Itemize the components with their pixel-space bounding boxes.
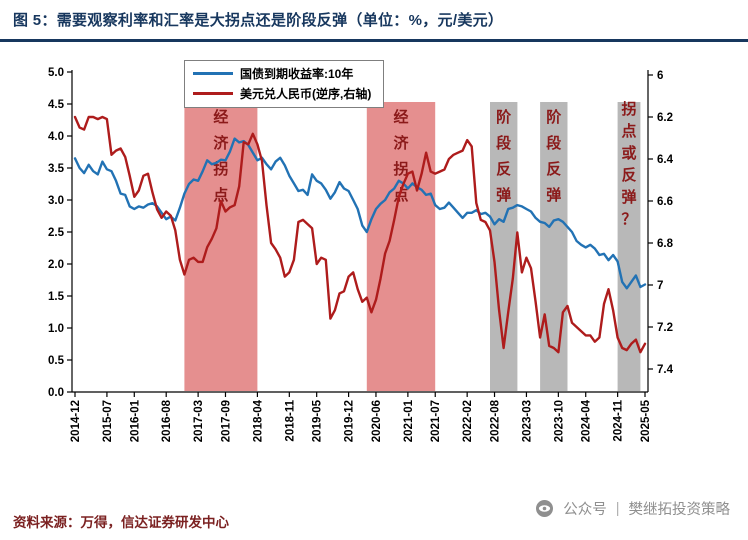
x-tick-label: 2017-03 <box>193 400 205 442</box>
left-tick-label: 5.0 <box>48 67 64 79</box>
right-tick-label: 6.6 <box>657 196 673 208</box>
left-tick-label: 4.5 <box>48 99 65 111</box>
x-tick-label: 2024-11 <box>613 399 625 441</box>
legend-line-swatch <box>193 72 233 75</box>
x-tick-label: 2021-01 <box>403 399 415 442</box>
x-tick-label: 2021-07 <box>430 400 442 442</box>
legend-item: 美元兑人民币(逆序,右轴) <box>193 85 371 102</box>
x-tick-label: 2016-01 <box>129 399 141 442</box>
right-tick-label: 6.8 <box>657 238 674 250</box>
band-label: 经济拐点 <box>213 108 229 204</box>
series-line-usdcny <box>73 115 647 354</box>
x-tick-label: 2024-04 <box>581 399 593 442</box>
right-tick-label: 7.4 <box>657 364 674 376</box>
x-tick-label: 2023-03 <box>521 400 533 442</box>
left-tick-label: 2.0 <box>48 259 64 271</box>
highlight-band <box>617 102 641 391</box>
source-note: 资料来源：万得，信达证券研发中心 <box>13 515 229 530</box>
title-divider <box>0 39 748 42</box>
x-tick-label: 2014-12 <box>70 400 82 442</box>
legend-item: 国债到期收益率:10年 <box>193 65 371 82</box>
x-tick-label: 2019-05 <box>312 399 324 442</box>
left-tick-label: 2.5 <box>48 227 65 239</box>
x-tick-label: 2025-05 <box>640 399 652 442</box>
legend-label: 美元兑人民币(逆序,右轴) <box>240 87 372 101</box>
legend-label: 国债到期收益率:10年 <box>240 67 354 81</box>
right-tick-label: 7.2 <box>657 322 673 334</box>
left-tick-label: 4.0 <box>48 131 64 143</box>
watermark-name-label: 樊继拓投资策略 <box>628 502 731 518</box>
wechat-official-account-icon <box>536 500 554 517</box>
x-tick-label: 2020-06 <box>371 400 383 442</box>
band-label: 阶段反弹 <box>496 108 512 204</box>
left-tick-label: 1.0 <box>48 323 64 335</box>
legend-line-swatch <box>193 92 233 95</box>
right-tick-label: 6.2 <box>657 112 673 124</box>
right-tick-label: 6 <box>657 70 663 82</box>
x-tick-label: 2018-11 <box>284 399 296 441</box>
band-label: 拐点或反弹？ <box>622 100 637 228</box>
left-tick-label: 3.0 <box>48 195 64 207</box>
x-tick-label: 2018-04 <box>252 399 264 442</box>
left-tick-label: 1.5 <box>48 291 65 303</box>
highlight-band <box>366 102 436 391</box>
watermark-account-label: 公众号 <box>563 502 607 518</box>
right-tick-label: 7 <box>657 280 663 292</box>
x-tick-label: 2015-07 <box>102 400 114 442</box>
band-label: 阶段反弹 <box>546 108 562 204</box>
left-tick-label: 0.0 <box>48 387 64 399</box>
x-tick-label: 2022-02 <box>462 400 474 442</box>
chart-legend: 国债到期收益率:10年美元兑人民币(逆序,右轴) <box>184 60 385 108</box>
right-tick-label: 6.4 <box>657 154 674 166</box>
x-tick-label: 2022-08 <box>490 399 502 442</box>
x-tick-label: 2016-08 <box>161 399 173 442</box>
x-tick-label: 2019-12 <box>344 400 356 442</box>
figure-title: 图 5：需要观察利率和汇率是大拐点还是阶段反弹（单位：%，元/美元） <box>13 12 504 29</box>
watermark: 公众号 | 樊继拓投资策略 <box>535 498 730 519</box>
band-label: 经济拐点 <box>394 108 410 204</box>
highlight-band <box>184 102 258 391</box>
left-tick-label: 3.5 <box>48 163 65 175</box>
x-tick-label: 2017-09 <box>221 400 233 442</box>
watermark-separator: | <box>615 500 620 517</box>
left-tick-label: 0.5 <box>48 355 65 367</box>
highlight-band <box>540 102 568 391</box>
x-tick-label: 2023-10 <box>553 400 565 442</box>
